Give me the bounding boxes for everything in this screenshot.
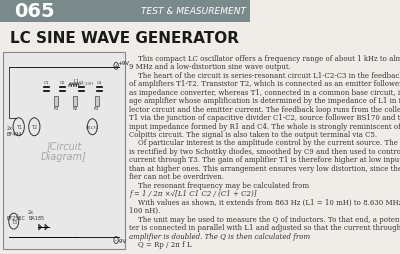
Text: R3: R3 bbox=[94, 107, 100, 111]
Text: The resonant frequency may be calculated from: The resonant frequency may be calculated… bbox=[129, 181, 309, 189]
Bar bbox=[0, 1, 250, 23]
Text: The heart of the circuit is series-resonant circuit L1-C2-C3 in the feedback loo: The heart of the circuit is series-reson… bbox=[129, 71, 400, 80]
Text: ter is connected in parallel with L1 and adjusted so that the current through th: ter is connected in parallel with L1 and… bbox=[129, 223, 400, 231]
Bar bbox=[54, 97, 58, 107]
Text: Of particular interest is the amplitude control by the current source. The signa: Of particular interest is the amplitude … bbox=[129, 139, 400, 147]
Text: input impedance formed by R1 and C4. The whole is strongly reminiscent of a: input impedance formed by R1 and C4. The… bbox=[129, 122, 400, 130]
Text: This compact LC oscillator offers a frequency range of about 1 kHz to almost: This compact LC oscillator offers a freq… bbox=[129, 55, 400, 62]
Text: R2: R2 bbox=[72, 107, 78, 111]
Text: C3: C3 bbox=[78, 81, 84, 85]
Text: 065: 065 bbox=[14, 3, 55, 21]
Text: T1: T1 bbox=[16, 125, 22, 130]
Text: current through T3. The gain of amplifier T1 is therefore higher at low input le: current through T3. The gain of amplifie… bbox=[129, 156, 400, 164]
Text: as impedance converter, whereas T1, connected in a common base circuit, is a vol: as impedance converter, whereas T1, conn… bbox=[129, 88, 400, 96]
Text: 100 nH).: 100 nH). bbox=[129, 207, 160, 214]
Text: 100nH...10H: 100nH...10H bbox=[69, 81, 94, 85]
Text: -: - bbox=[115, 238, 117, 243]
Text: L1: L1 bbox=[74, 78, 80, 83]
Text: lector circuit and the emitter current. The feedback loop runs from the collecto: lector circuit and the emitter current. … bbox=[129, 105, 400, 113]
Text: C4: C4 bbox=[97, 81, 102, 85]
Text: Colpitts circuit. The signal is also taken to the output terminal via C5.: Colpitts circuit. The signal is also tak… bbox=[129, 131, 377, 138]
Polygon shape bbox=[39, 224, 42, 230]
Text: TEST & MEASUREMENT: TEST & MEASUREMENT bbox=[141, 7, 246, 17]
Text: fier can not be overdriven.: fier can not be overdriven. bbox=[129, 173, 224, 181]
Text: C1: C1 bbox=[44, 81, 50, 85]
Text: of amplifiers T1-T2. Transistor T2, which is connected as an emitter follower, s: of amplifiers T1-T2. Transistor T2, whic… bbox=[129, 80, 400, 88]
Text: 2x
BA185: 2x BA185 bbox=[28, 210, 44, 220]
Text: than at higher ones. This arrangement ensures very low distortion, since the amp: than at higher ones. This arrangement en… bbox=[129, 164, 400, 172]
Text: Q = Rp / 2π f L: Q = Rp / 2π f L bbox=[129, 240, 192, 248]
Text: 2x
BF494: 2x BF494 bbox=[6, 125, 22, 136]
Text: +: + bbox=[114, 64, 118, 69]
Text: T2: T2 bbox=[31, 125, 37, 130]
Text: 9 MHz and a low-distortion sine wave output.: 9 MHz and a low-distortion sine wave out… bbox=[129, 63, 291, 71]
Bar bbox=[95, 97, 99, 107]
Text: age amplifier whose amplification is determined by the impedance of L1 in its co: age amplifier whose amplification is det… bbox=[129, 97, 400, 105]
Bar bbox=[73, 97, 77, 107]
Text: T1 via the junction of capacitive divider C1-C2, source follower BS170 and the: T1 via the junction of capacitive divide… bbox=[129, 114, 400, 122]
Text: The unit may be used to measure the Q of inductors. To that end, a potentiome-: The unit may be used to measure the Q of… bbox=[129, 215, 400, 223]
Text: BS170: BS170 bbox=[86, 125, 99, 129]
Text: LC SINE WAVE GENERATOR: LC SINE WAVE GENERATOR bbox=[10, 31, 239, 46]
Text: f = 1 / 2π ×√[L1 C1 C2 / (C1 + C2)]: f = 1 / 2π ×√[L1 C1 C2 / (C1 + C2)] bbox=[129, 189, 257, 198]
Text: T3: T3 bbox=[11, 219, 17, 224]
Text: +9V: +9V bbox=[117, 60, 129, 66]
Text: With values as shown, it extends from 863 Hz (L1 = 10 mH) to 8.630 MHz (L1 =: With values as shown, it extends from 86… bbox=[129, 198, 400, 206]
Text: [Circuit
Diagram]: [Circuit Diagram] bbox=[41, 140, 87, 162]
Text: is rectified by two Schottky diodes, smoothed by C9 and then used to control the: is rectified by two Schottky diodes, smo… bbox=[129, 147, 400, 155]
Text: -9V: -9V bbox=[117, 238, 127, 243]
Bar bbox=[3, 53, 125, 249]
Text: R1: R1 bbox=[54, 107, 59, 111]
Polygon shape bbox=[45, 224, 48, 230]
Text: amplifier is doubled. The Q is then calculated from: amplifier is doubled. The Q is then calc… bbox=[129, 232, 310, 240]
Text: C2: C2 bbox=[60, 81, 65, 85]
Text: BF256C: BF256C bbox=[6, 215, 25, 220]
